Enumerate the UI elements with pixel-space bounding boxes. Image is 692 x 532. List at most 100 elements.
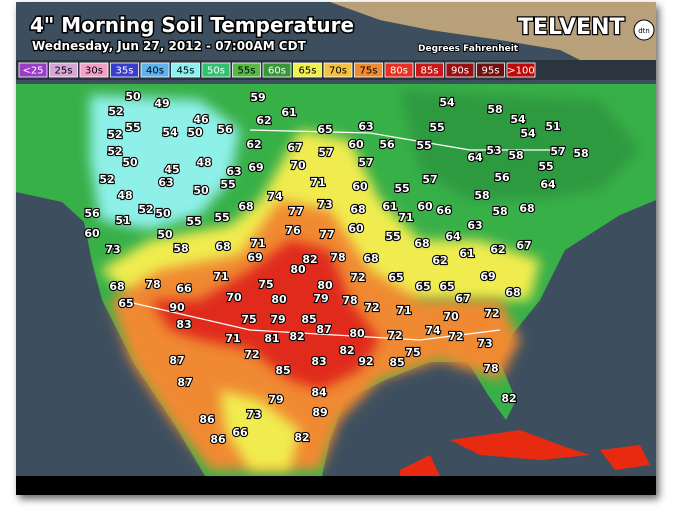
station-value: 64: [445, 230, 461, 243]
legend-label: >100: [507, 66, 534, 77]
station-value: 68: [363, 252, 378, 265]
station-value: 55: [186, 215, 201, 228]
station-value: 50: [193, 184, 209, 197]
station-value: 72: [350, 271, 365, 284]
brand-badge: [633, 19, 655, 41]
legend-label: 40s: [146, 66, 164, 77]
station-value: 67: [287, 141, 302, 154]
station-value: 89: [312, 406, 327, 419]
station-value: 72: [448, 330, 463, 343]
legend-label: 30s: [85, 66, 103, 77]
station-value: 87: [316, 323, 331, 336]
station-value: 50: [125, 90, 141, 103]
station-value: 49: [154, 97, 169, 110]
legend: <25 25s 30s 35s 40s 45s 50s 55s 60s 65s 70s 75s 80s 8…: [18, 62, 536, 78]
station-value: 71: [225, 332, 240, 345]
station-value: 68: [238, 200, 253, 213]
station-value: 58: [492, 205, 507, 218]
station-value: 90: [169, 301, 185, 314]
station-value: 58: [474, 189, 489, 202]
station-value: 51: [115, 214, 130, 227]
station-value: 63: [467, 219, 482, 232]
station-value: 78: [342, 294, 357, 307]
station-value: 55: [214, 211, 229, 224]
station-value: 79: [313, 292, 328, 305]
station-value: 92: [358, 355, 373, 368]
station-value: 58: [573, 147, 588, 160]
legend-label: 85s: [421, 66, 439, 77]
legend-swatch: [384, 62, 414, 78]
legend-label: <25: [22, 66, 43, 77]
station-value: 45: [164, 163, 179, 176]
station-value: 48: [196, 156, 211, 169]
station-value: 59: [250, 91, 265, 104]
station-value: 56: [217, 123, 233, 136]
legend-swatch: [415, 62, 444, 78]
station-value: 65: [118, 297, 133, 310]
station-value: 52: [108, 105, 123, 118]
station-value: 66: [436, 204, 452, 217]
legend-label: 25s: [55, 66, 73, 77]
station-value: 52: [99, 173, 114, 186]
station-value: 57: [318, 146, 333, 159]
station-value: 46: [193, 113, 209, 126]
legend-swatch: [506, 62, 536, 78]
station-value: 56: [84, 207, 100, 220]
station-value: 68: [215, 240, 230, 253]
station-value: 50: [122, 156, 138, 169]
station-value: 86: [199, 413, 215, 426]
cuba: [450, 430, 590, 460]
station-value: 62: [246, 138, 261, 151]
station-value: 72: [244, 348, 259, 361]
bottom-band: [16, 476, 656, 495]
northern-land: [330, 2, 656, 70]
station-value: 70: [290, 159, 306, 172]
station-value: 61: [281, 106, 296, 119]
station-value: 78: [145, 278, 160, 291]
station-value: 75: [258, 278, 273, 291]
legend-label: 55s: [238, 66, 256, 77]
station-value: 68: [350, 203, 365, 216]
station-value: 67: [516, 239, 531, 252]
station-value: 60: [417, 200, 433, 213]
station-value: 56: [494, 171, 510, 184]
legend-label: 65s: [299, 66, 317, 77]
station-value: 50: [157, 228, 173, 241]
legend-swatch: [445, 62, 475, 78]
legend-label: 45s: [177, 66, 195, 77]
station-value: 60: [348, 138, 364, 151]
station-value: 72: [387, 329, 402, 342]
station-value: 71: [310, 176, 325, 189]
station-value: 74: [267, 190, 283, 203]
station-value: 84: [311, 386, 327, 399]
station-value: 58: [173, 242, 188, 255]
legend-swatch: [110, 62, 139, 78]
station-value: 62: [256, 114, 271, 127]
station-value: 57: [358, 156, 373, 169]
station-value: 77: [288, 205, 303, 218]
station-value: 85: [301, 313, 316, 326]
station-value: 65: [388, 271, 403, 284]
legend-swatch: [232, 62, 261, 78]
station-value: 54: [162, 126, 178, 139]
station-value: 87: [169, 354, 184, 367]
zone-south: [220, 390, 300, 470]
station-value: 54: [439, 96, 455, 109]
hispaniola: [600, 445, 650, 470]
station-value: 50: [187, 126, 203, 139]
station-value: 87: [177, 376, 192, 389]
station-value: 51: [545, 120, 560, 133]
subtitle: Wednesday, Jun 27, 2012 - 07:00AM CDT: [32, 39, 307, 53]
station-value: 71: [396, 304, 411, 317]
station-value: 71: [398, 211, 413, 224]
station-value: 73: [317, 198, 332, 211]
legend-swatch: [49, 62, 78, 78]
station-value: 64: [467, 151, 483, 164]
station-value: 65: [317, 123, 332, 136]
station-value: 55: [385, 230, 400, 243]
legend-label: 70s: [329, 66, 347, 77]
station-value: 82: [289, 330, 304, 343]
legend-label: 60s: [268, 66, 286, 77]
station-value: 79: [268, 393, 283, 406]
